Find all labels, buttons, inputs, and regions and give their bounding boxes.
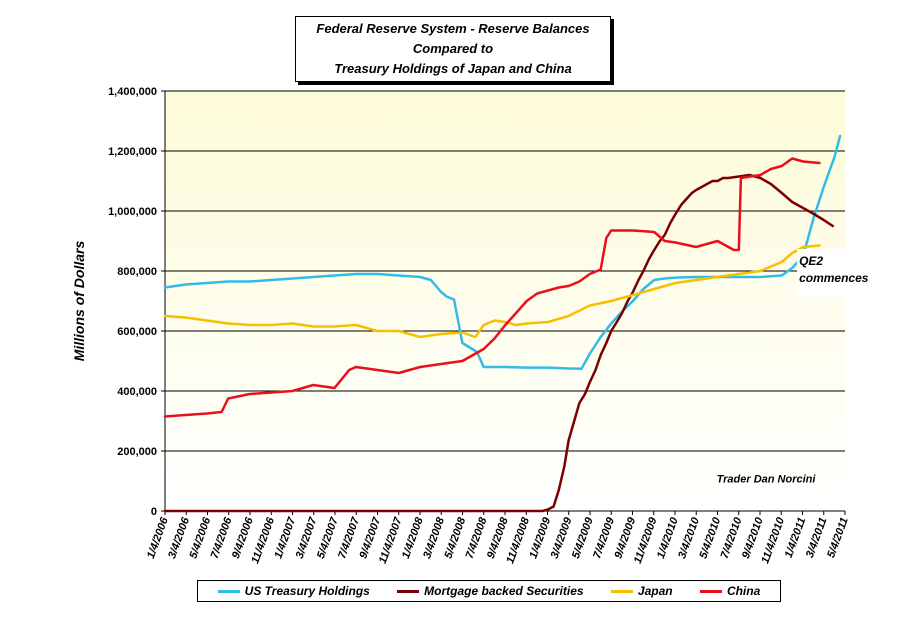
legend-swatch <box>217 589 240 593</box>
y-tick-label: 800,000 <box>117 266 157 278</box>
legend-label: China <box>726 584 761 598</box>
y-tick-label: 0 <box>151 506 157 518</box>
legend-label: Mortgage backed Securities <box>424 584 584 598</box>
annotation-qe2: QE2 <box>799 254 823 268</box>
annotation-author: Trader Dan Norcini <box>717 474 817 486</box>
legend-item: China <box>699 584 761 598</box>
legend-swatch <box>699 589 722 593</box>
y-tick-label: 400,000 <box>117 386 157 398</box>
legend-item: Mortgage backed Securities <box>397 584 584 598</box>
annotation-qe2: commences <box>799 271 869 285</box>
chart-title: Federal Reserve System - Reserve Balance… <box>295 16 611 82</box>
chart-title-line: Treasury Holdings of Japan and China <box>334 61 572 76</box>
chart-title-line: Compared to <box>412 41 494 56</box>
y-tick-label: 1,200,000 <box>108 146 157 158</box>
legend-item: US Treasury Holdings <box>217 584 370 598</box>
y-axis-label: Millions of Dollars <box>71 241 87 362</box>
annotation-box <box>797 249 876 297</box>
y-tick-label: 1,400,000 <box>108 86 157 98</box>
y-tick-label: 600,000 <box>117 326 157 338</box>
plot-area <box>165 91 845 511</box>
series-line-japan <box>163 244 821 339</box>
series-line-china <box>163 157 821 418</box>
legend-swatch <box>397 589 420 593</box>
legend-item: Japan <box>610 584 673 598</box>
y-tick-label: 200,000 <box>117 446 157 458</box>
y-tick-label: 1,000,000 <box>108 206 157 218</box>
legend-swatch <box>610 589 633 593</box>
legend-label: Japan <box>637 584 673 598</box>
chart-title-line: Federal Reserve System - Reserve Balance… <box>316 21 590 36</box>
chart-legend: US Treasury Holdings Mortgage backed Secu… <box>197 580 781 602</box>
legend-label: US Treasury Holdings <box>244 584 370 598</box>
series-line-us-treasury-holdings <box>163 134 842 371</box>
x-tick-label: 5/4/2011 <box>825 516 851 560</box>
